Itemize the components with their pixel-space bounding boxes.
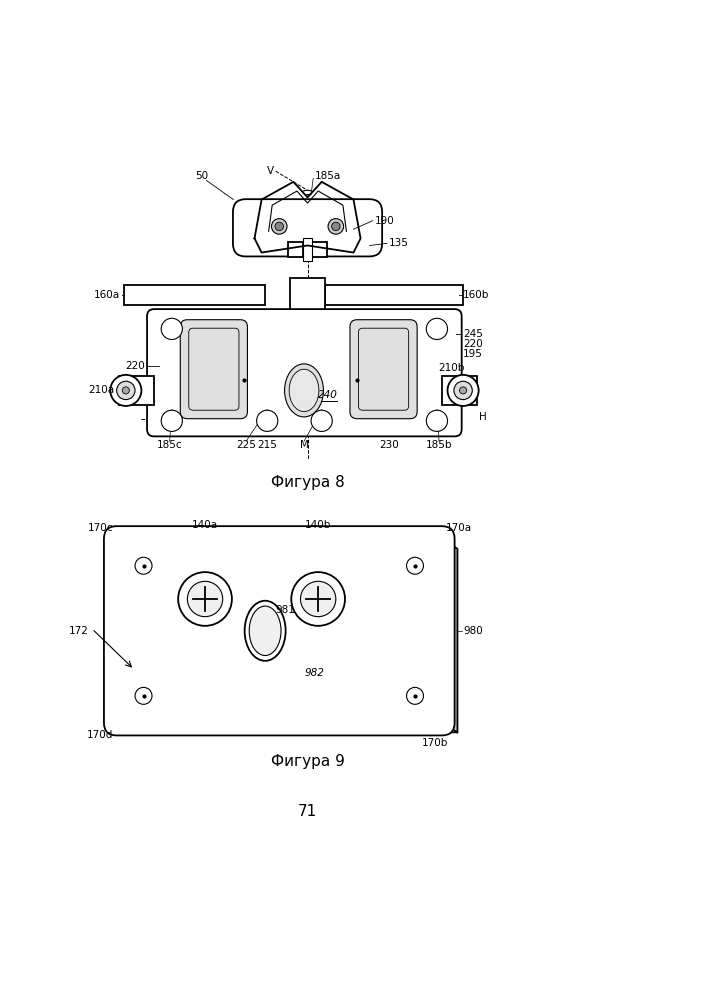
- Circle shape: [295, 190, 320, 216]
- Text: 140b: 140b: [305, 520, 332, 530]
- Polygon shape: [129, 723, 457, 733]
- Text: 230: 230: [379, 440, 399, 450]
- Circle shape: [454, 381, 472, 400]
- Circle shape: [291, 572, 345, 626]
- FancyBboxPatch shape: [358, 328, 409, 410]
- FancyBboxPatch shape: [104, 526, 455, 735]
- Circle shape: [161, 410, 182, 431]
- Text: 981: 981: [276, 605, 296, 615]
- Text: 50: 50: [195, 171, 208, 181]
- FancyBboxPatch shape: [189, 328, 239, 410]
- Circle shape: [117, 381, 135, 400]
- Text: 240: 240: [318, 390, 338, 400]
- Text: Фигура 8: Фигура 8: [271, 475, 344, 490]
- Text: M: M: [300, 440, 308, 450]
- Circle shape: [299, 195, 316, 212]
- Circle shape: [448, 375, 479, 406]
- Text: H: H: [479, 412, 487, 422]
- Circle shape: [426, 318, 448, 340]
- Text: 185c: 185c: [157, 440, 182, 450]
- Text: 160b: 160b: [463, 290, 489, 300]
- Text: 140a: 140a: [192, 520, 218, 530]
- Circle shape: [271, 219, 287, 234]
- Circle shape: [407, 687, 423, 704]
- Bar: [119, 376, 154, 405]
- Text: 210a: 210a: [88, 385, 115, 395]
- Text: 980: 980: [463, 626, 483, 636]
- Text: 215: 215: [257, 440, 277, 450]
- Bar: [325, 285, 463, 305]
- Bar: [303, 238, 312, 261]
- Bar: [124, 285, 265, 305]
- Text: 225: 225: [236, 440, 256, 450]
- Ellipse shape: [245, 601, 286, 661]
- Ellipse shape: [284, 364, 324, 417]
- Circle shape: [300, 581, 336, 617]
- Polygon shape: [255, 182, 361, 253]
- Text: 195: 195: [463, 349, 483, 359]
- Circle shape: [110, 375, 141, 406]
- Text: 160a: 160a: [94, 290, 120, 300]
- Text: 982: 982: [305, 668, 325, 678]
- Text: 220: 220: [125, 361, 145, 371]
- Circle shape: [460, 387, 467, 394]
- Circle shape: [187, 581, 223, 617]
- Text: 170a: 170a: [445, 523, 472, 533]
- Polygon shape: [442, 539, 457, 733]
- FancyBboxPatch shape: [233, 199, 382, 256]
- Circle shape: [303, 198, 312, 208]
- Circle shape: [135, 687, 152, 704]
- Ellipse shape: [250, 606, 281, 656]
- FancyBboxPatch shape: [180, 320, 247, 419]
- Circle shape: [426, 410, 448, 431]
- Text: 170c: 170c: [88, 523, 113, 533]
- Circle shape: [178, 572, 232, 626]
- Text: Фигура 9: Фигура 9: [271, 754, 344, 769]
- Text: 170b: 170b: [421, 738, 448, 748]
- Text: 210b: 210b: [438, 363, 464, 373]
- Text: 71: 71: [298, 804, 317, 819]
- Text: 190: 190: [375, 216, 395, 226]
- Text: V: V: [267, 166, 274, 176]
- Text: 220: 220: [463, 339, 483, 349]
- Circle shape: [122, 387, 129, 394]
- Circle shape: [311, 410, 332, 431]
- Circle shape: [332, 222, 340, 231]
- Circle shape: [407, 557, 423, 574]
- Text: 185a: 185a: [315, 171, 341, 181]
- Bar: [290, 278, 325, 312]
- Bar: [288, 242, 303, 257]
- Bar: [312, 242, 327, 257]
- Circle shape: [275, 222, 284, 231]
- Text: 135: 135: [389, 238, 409, 248]
- Text: 172: 172: [69, 626, 88, 636]
- FancyBboxPatch shape: [147, 309, 462, 436]
- FancyBboxPatch shape: [350, 320, 417, 419]
- Text: 245: 245: [463, 329, 483, 339]
- Text: 170d: 170d: [87, 730, 113, 740]
- Circle shape: [257, 410, 278, 431]
- Circle shape: [161, 318, 182, 340]
- Text: 185b: 185b: [426, 440, 452, 450]
- Circle shape: [328, 219, 344, 234]
- Circle shape: [135, 557, 152, 574]
- Ellipse shape: [289, 369, 319, 412]
- Bar: [442, 376, 477, 405]
